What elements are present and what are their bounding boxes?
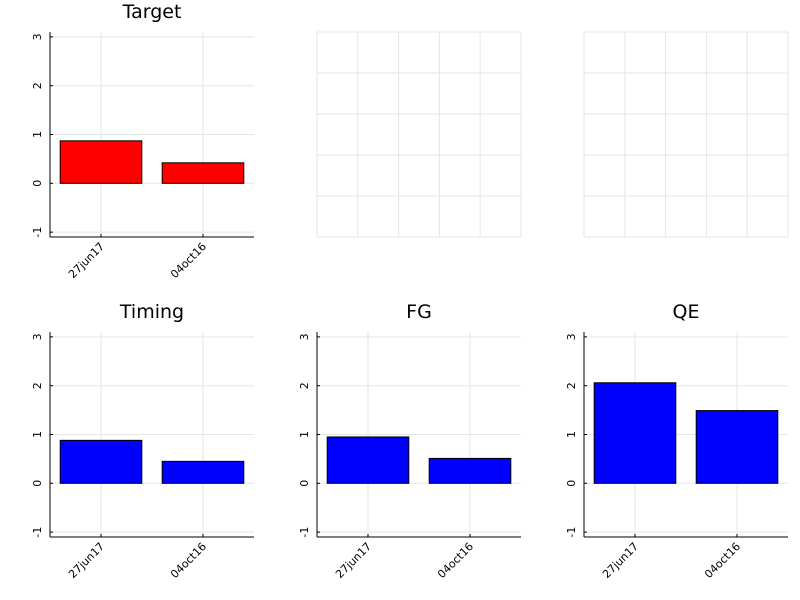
bar-04oct16 [161, 460, 245, 484]
bar-27jun17 [59, 439, 143, 484]
chart-panel-2 [316, 31, 522, 238]
x-tick-label: 04oct16 [702, 540, 743, 581]
x-tick-label: 27jun17 [600, 540, 641, 581]
y-tick-label: 1 [31, 131, 44, 138]
y-tick-label: 1 [565, 431, 578, 438]
x-tick-label: 04oct16 [168, 240, 209, 281]
y-tick-label: 3 [31, 333, 44, 340]
y-tick-label: -1 [31, 227, 44, 238]
y-tick-label: 2 [31, 82, 44, 89]
chart-panel-5: -1 0 1 2 3 27jun17 04oct16 FG [298, 301, 521, 581]
chart-panel-6: -1 0 1 2 3 27jun17 04oct16 QE [565, 301, 788, 581]
y-tick-label: -1 [31, 527, 44, 538]
panel-title: FG [406, 301, 432, 323]
x-tick-label: 04oct16 [168, 540, 209, 581]
y-tick-label: 0 [31, 180, 44, 187]
x-tick-label: 27jun17 [66, 540, 107, 581]
y-tick-label: 1 [31, 431, 44, 438]
y-tick-label: 2 [565, 382, 578, 389]
y-tick-label: 3 [31, 33, 44, 40]
y-tick-label: 3 [565, 333, 578, 340]
panel-title: Timing [119, 301, 184, 323]
bar-04oct16 [695, 410, 779, 484]
y-tick-label: 0 [565, 480, 578, 487]
panel-title: QE [673, 301, 700, 323]
y-tick-label: 0 [298, 480, 311, 487]
bar-27jun17 [326, 436, 410, 484]
chart-panel-4: -1 0 1 2 3 27jun17 04oct16 Timing [31, 301, 254, 581]
y-tick-label: 2 [298, 382, 311, 389]
y-tick-label: 2 [31, 382, 44, 389]
y-tick-label: 3 [298, 333, 311, 340]
y-tick-label: 1 [298, 431, 311, 438]
bar-27jun17 [59, 140, 143, 184]
y-tick-label: -1 [298, 527, 311, 538]
bar-04oct16 [161, 162, 245, 184]
x-tick-label: 04oct16 [435, 540, 476, 581]
bar-04oct16 [428, 457, 512, 484]
y-tick-label: -1 [565, 527, 578, 538]
chart-panel-3 [583, 31, 789, 238]
bar-27jun17 [593, 382, 677, 484]
x-tick-label: 27jun17 [333, 540, 374, 581]
panel-title: Target [122, 1, 182, 23]
chart-panel-1: -1 0 1 2 3 27jun17 04oct16 Target [31, 1, 254, 281]
x-tick-label: 27jun17 [66, 240, 107, 281]
y-tick-label: 0 [31, 480, 44, 487]
